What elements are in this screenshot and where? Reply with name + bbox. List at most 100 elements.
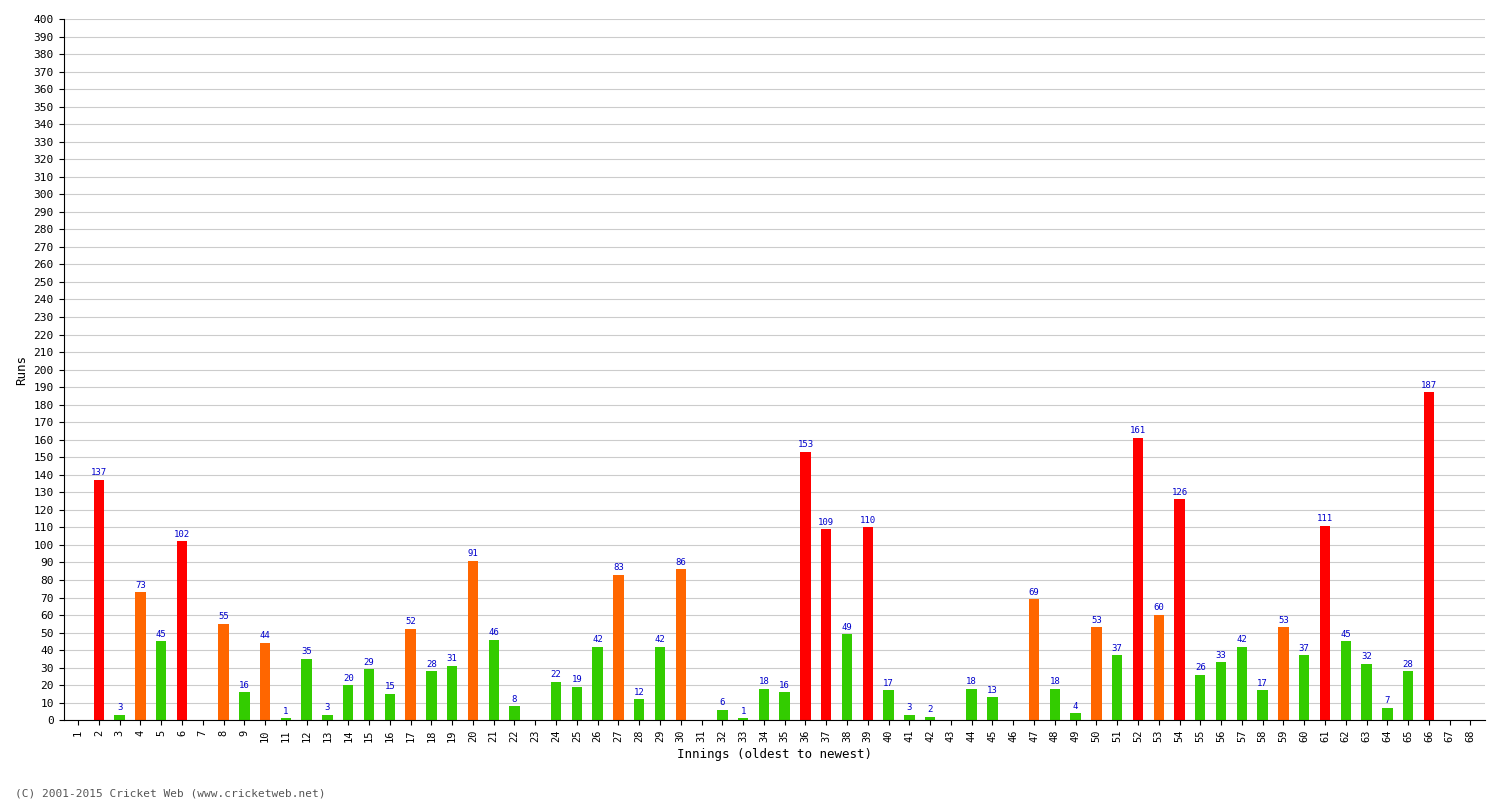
Bar: [717, 710, 728, 720]
Text: 109: 109: [818, 518, 834, 526]
Bar: [489, 639, 500, 720]
Text: 37: 37: [1112, 644, 1122, 653]
Text: 3: 3: [906, 703, 912, 712]
Bar: [800, 452, 810, 720]
Bar: [904, 715, 915, 720]
Text: 18: 18: [759, 677, 770, 686]
Bar: [1402, 671, 1413, 720]
Bar: [614, 574, 624, 720]
Text: 18: 18: [966, 677, 976, 686]
Text: 45: 45: [1341, 630, 1352, 638]
Text: 26: 26: [1196, 663, 1206, 672]
Bar: [1299, 655, 1310, 720]
Bar: [426, 671, 436, 720]
Text: 161: 161: [1130, 426, 1146, 435]
Bar: [1362, 664, 1371, 720]
Bar: [1320, 526, 1330, 720]
Text: 19: 19: [572, 675, 582, 684]
Text: 110: 110: [859, 516, 876, 525]
Text: 35: 35: [302, 647, 312, 656]
Bar: [1174, 499, 1185, 720]
Bar: [926, 717, 936, 720]
Text: 12: 12: [634, 687, 645, 697]
Text: 137: 137: [92, 469, 106, 478]
Text: 42: 42: [592, 635, 603, 644]
Text: 20: 20: [344, 674, 354, 682]
Text: 73: 73: [135, 581, 146, 590]
Text: 7: 7: [1384, 696, 1390, 706]
Text: 4: 4: [1072, 702, 1078, 710]
Bar: [510, 706, 519, 720]
Text: 31: 31: [447, 654, 458, 663]
Bar: [1382, 708, 1392, 720]
Bar: [1112, 655, 1122, 720]
Bar: [93, 480, 104, 720]
Text: 2: 2: [927, 705, 933, 714]
Text: 8: 8: [512, 694, 518, 703]
Bar: [821, 529, 831, 720]
Bar: [135, 592, 146, 720]
Bar: [1278, 627, 1288, 720]
Text: 17: 17: [884, 678, 894, 688]
Text: 46: 46: [489, 628, 500, 637]
Bar: [1050, 689, 1060, 720]
Bar: [842, 634, 852, 720]
Text: 69: 69: [1029, 588, 1039, 597]
Text: 28: 28: [1402, 659, 1413, 669]
Text: 60: 60: [1154, 603, 1164, 613]
Bar: [1424, 393, 1434, 720]
Text: 83: 83: [614, 563, 624, 572]
Text: 45: 45: [156, 630, 166, 638]
Text: 53: 53: [1278, 616, 1288, 625]
Bar: [280, 718, 291, 720]
Bar: [572, 687, 582, 720]
Bar: [884, 690, 894, 720]
Bar: [1029, 599, 1039, 720]
Text: 22: 22: [550, 670, 561, 679]
Bar: [780, 692, 790, 720]
Bar: [1090, 627, 1101, 720]
Bar: [364, 670, 374, 720]
Bar: [759, 689, 770, 720]
Text: 55: 55: [217, 612, 229, 621]
Bar: [656, 646, 664, 720]
Bar: [634, 699, 645, 720]
Bar: [1196, 674, 1206, 720]
Text: 153: 153: [798, 440, 813, 450]
Text: 17: 17: [1257, 678, 1268, 688]
Bar: [260, 643, 270, 720]
Bar: [177, 542, 188, 720]
Bar: [302, 659, 312, 720]
Text: 86: 86: [675, 558, 686, 567]
Text: 42: 42: [1236, 635, 1246, 644]
Bar: [738, 718, 748, 720]
Text: 1: 1: [741, 707, 746, 716]
Text: 15: 15: [384, 682, 394, 691]
Text: 6: 6: [720, 698, 724, 707]
Bar: [156, 642, 166, 720]
Bar: [114, 715, 125, 720]
Text: 3: 3: [326, 703, 330, 712]
Text: 33: 33: [1215, 650, 1227, 660]
Text: 49: 49: [842, 622, 852, 632]
Bar: [468, 561, 478, 720]
Bar: [862, 527, 873, 720]
Bar: [447, 666, 458, 720]
Text: 16: 16: [780, 681, 790, 690]
Bar: [1071, 714, 1082, 720]
Bar: [322, 715, 333, 720]
Bar: [1132, 438, 1143, 720]
Bar: [675, 570, 686, 720]
Bar: [219, 624, 228, 720]
Text: 28: 28: [426, 659, 436, 669]
Bar: [592, 646, 603, 720]
Text: 52: 52: [405, 618, 416, 626]
Text: 13: 13: [987, 686, 998, 695]
Bar: [1216, 662, 1227, 720]
Bar: [1341, 642, 1352, 720]
Text: 42: 42: [654, 635, 666, 644]
Bar: [238, 692, 249, 720]
Text: 53: 53: [1090, 616, 1102, 625]
Y-axis label: Runs: Runs: [15, 354, 28, 385]
Text: 32: 32: [1360, 653, 1372, 662]
